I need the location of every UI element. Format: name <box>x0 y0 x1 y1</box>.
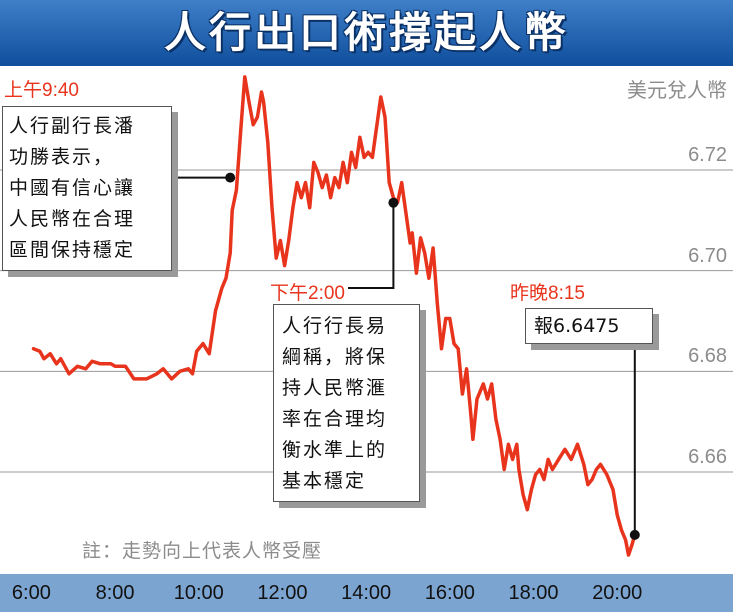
x-tick-label: 14:00 <box>341 582 392 604</box>
x-tick-label: 10:00 <box>173 582 224 604</box>
annotation-text-line: 持人民幣滙 <box>282 377 388 399</box>
x-tick-label: 20:00 <box>592 582 643 604</box>
annotation-text-line: 率在合理均 <box>282 408 388 430</box>
x-tick-label: 18:00 <box>508 582 559 604</box>
x-tick-label: 6:00 <box>11 582 51 604</box>
annotation-text-line: 區間保持穩定 <box>9 239 136 261</box>
annotation-time-label: 昨晚8:15 <box>510 283 585 304</box>
annotation-leader-line <box>348 202 395 289</box>
chart-title: 人行出口術撐起人幣 <box>163 8 569 57</box>
annotation-callout: 人行副行長潘 功勝表示， 中國有信心讓 人民幣在合理 區間保持穩定 <box>2 106 172 271</box>
annotation-leader-line <box>633 323 643 535</box>
annotation-text-line: 人行副行長潘 <box>9 115 136 137</box>
y-tick-label: 6.68 <box>688 345 727 368</box>
title-banner <box>0 0 733 66</box>
annotation-marker <box>629 529 640 540</box>
annotation-callout: 人行行長易 綱稱，將保 持人民幣滙 率在合理均 衡水準上的 基本穩定 <box>273 304 420 502</box>
annotation-marker <box>225 172 236 183</box>
annotation-marker <box>388 197 399 208</box>
annotation-text-line: 綱稱，將保 <box>282 346 388 368</box>
price-line-layer <box>31 75 637 557</box>
annotation-text-line: 中國有信心讓 <box>9 177 136 199</box>
y-tick-label: 6.66 <box>688 446 727 468</box>
annotation-text-line: 衡水準上的 <box>282 439 388 461</box>
y-tick-label: 6.70 <box>688 244 727 267</box>
annotation-time-label: 下午2:00 <box>270 283 345 304</box>
x-axis-band <box>0 574 733 612</box>
annotation-markers <box>225 172 640 540</box>
x-tick-label: 12:00 <box>257 582 308 604</box>
annotation-text-line: 功勝表示， <box>9 146 115 168</box>
x-tick-label: 16:00 <box>424 582 475 604</box>
annotation-text-line: 基本穩定 <box>282 470 367 492</box>
y-axis-title: 美元兌人幣 <box>627 78 727 102</box>
annotation-text-line: 人民幣在合理 <box>9 208 136 230</box>
x-tick-label: 8:00 <box>95 582 135 604</box>
annotation-text-line: 人行行長易 <box>282 315 388 337</box>
annotation-text-line: 報6.6475 <box>534 315 620 337</box>
series-line <box>31 75 637 557</box>
annotation-time-label: 上午9:40 <box>4 80 79 101</box>
y-tick-label: 6.72 <box>688 144 727 166</box>
annotation-callout: 報6.6475 <box>525 308 653 344</box>
chart-note: 註：走勢向上代表人幣受壓 <box>82 540 323 562</box>
